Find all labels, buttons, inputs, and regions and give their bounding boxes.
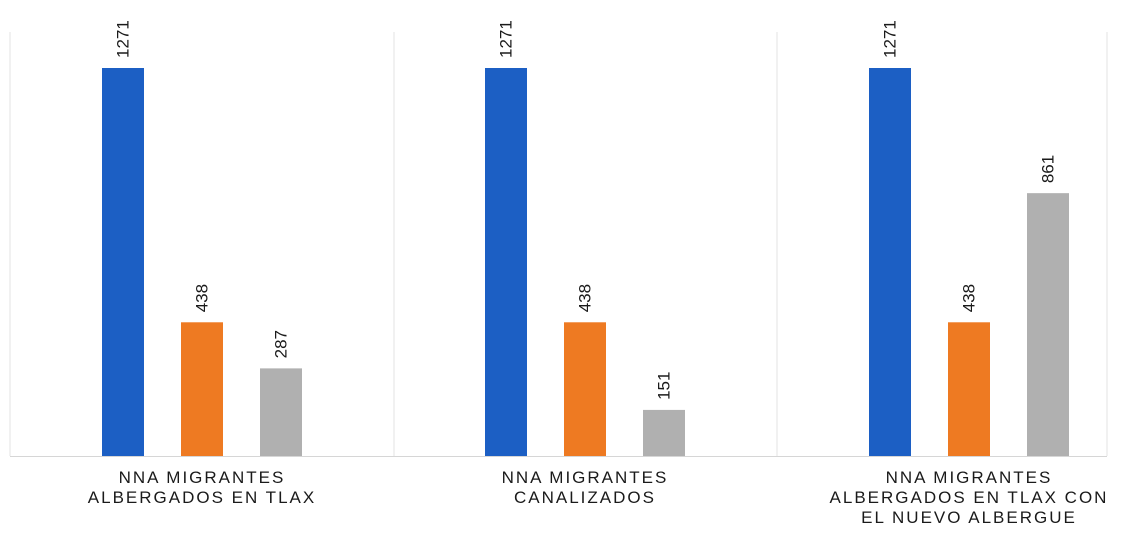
data-label: 438 — [193, 284, 212, 312]
data-label: 861 — [1039, 155, 1058, 183]
bar — [485, 68, 527, 456]
bar — [564, 322, 606, 456]
bar — [948, 322, 990, 456]
category-tick-label: NNA MIGRANTES — [886, 468, 1053, 487]
bar — [1027, 193, 1069, 456]
category-tick-label: NNA MIGRANTES — [119, 468, 286, 487]
category-tick-label: EL NUEVO ALBERGUE — [861, 508, 1077, 527]
bar — [643, 409, 685, 456]
bar — [181, 322, 223, 456]
bars-group — [102, 68, 1069, 456]
category-tick-label: ALBERGADOS EN TLAX CON — [830, 488, 1109, 507]
bar — [260, 368, 302, 456]
panel-dividers — [9, 32, 1108, 457]
data-label: 287 — [272, 330, 291, 358]
bar — [102, 68, 144, 456]
category-tick-label: ALBERGADOS EN TLAX — [88, 488, 316, 507]
data-label: 1271 — [497, 20, 516, 58]
bar — [869, 68, 911, 456]
category-tick-label: NNA MIGRANTES — [502, 468, 669, 487]
data-label: 1271 — [881, 20, 900, 58]
data-label: 151 — [655, 372, 674, 400]
data-label: 438 — [960, 284, 979, 312]
category-tick-label: CANALIZADOS — [514, 488, 656, 507]
data-label: 1271 — [114, 20, 133, 58]
value-labels-group: 1271 438 287 1271 438 151 1271 438 861 — [114, 20, 1058, 400]
data-label: 438 — [576, 284, 595, 312]
